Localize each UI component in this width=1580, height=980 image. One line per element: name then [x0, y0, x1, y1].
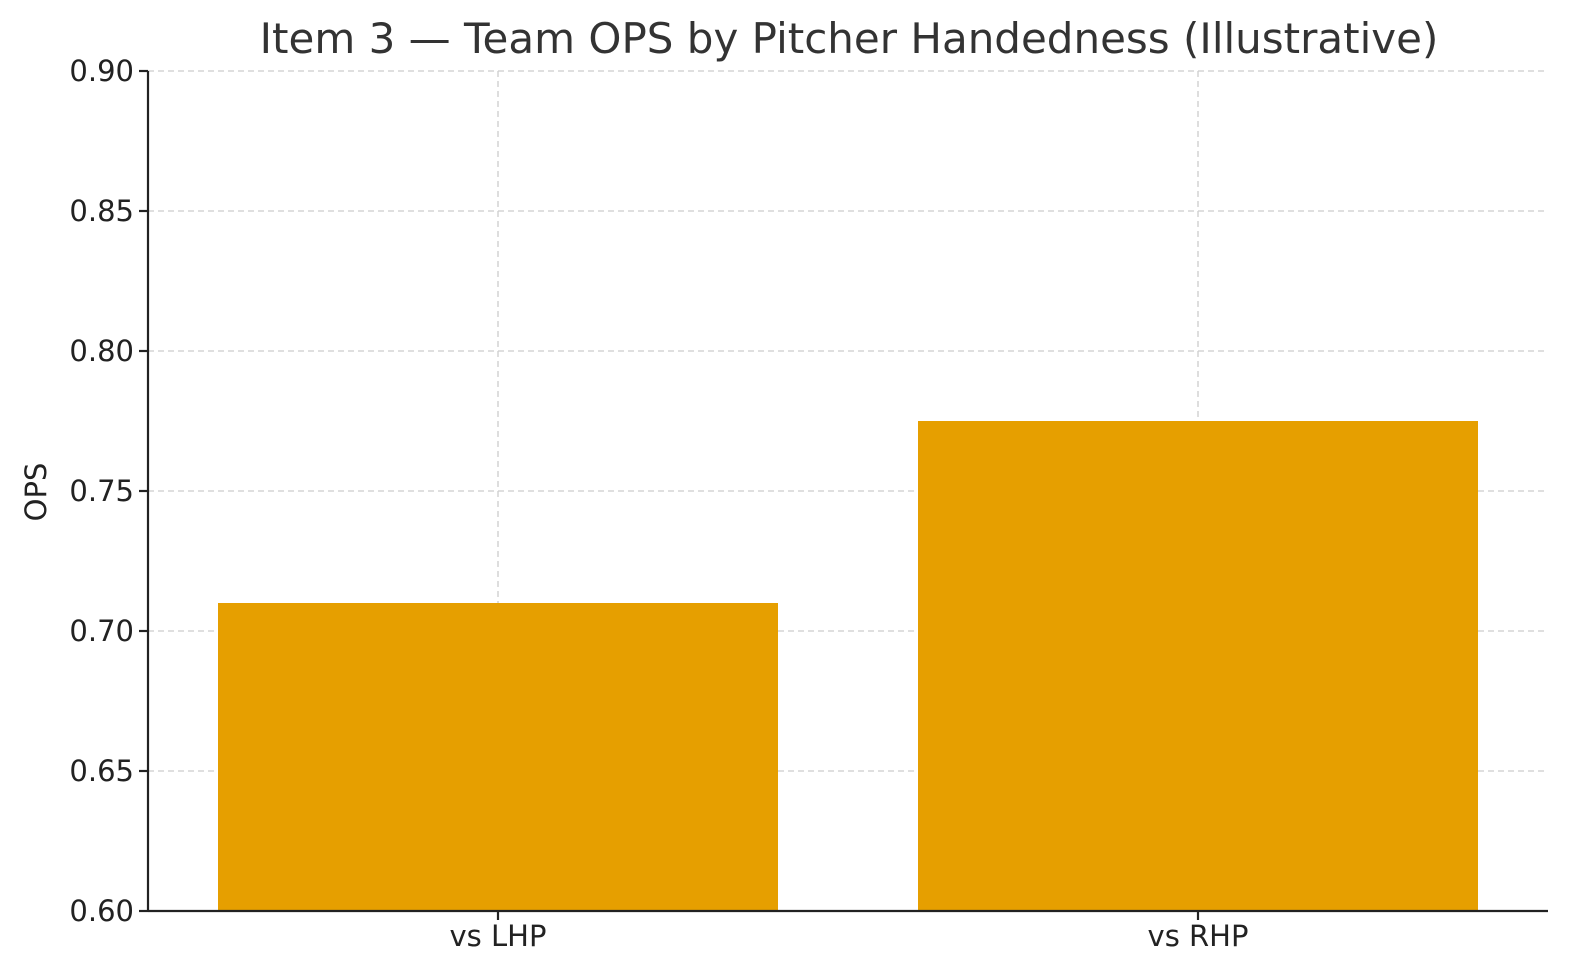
y-tick-label: 0.80 [69, 334, 134, 368]
y-tick-label: 0.70 [69, 614, 134, 648]
chart-title: Item 3 — Team OPS by Pitcher Handedness … [260, 14, 1439, 63]
bar-vs-lhp [218, 603, 778, 911]
labels-layer: 0.60 0.65 0.70 0.75 0.80 0.85 0.90 vs LHP vs RHP [69, 54, 1248, 953]
bar-vs-rhp [918, 421, 1478, 911]
bars-layer [218, 421, 1478, 911]
y-tick-label: 0.85 [69, 194, 134, 228]
y-tick-label: 0.75 [69, 474, 134, 508]
axes-layer [139, 69, 1548, 920]
y-tick-label: 0.65 [69, 754, 134, 788]
y-tick-label: 0.60 [69, 894, 134, 928]
x-tick-label: vs RHP [1148, 919, 1249, 953]
y-axis-label: OPS [19, 463, 53, 522]
x-tick-label: vs LHP [450, 919, 547, 953]
y-tick-label: 0.90 [69, 54, 134, 88]
